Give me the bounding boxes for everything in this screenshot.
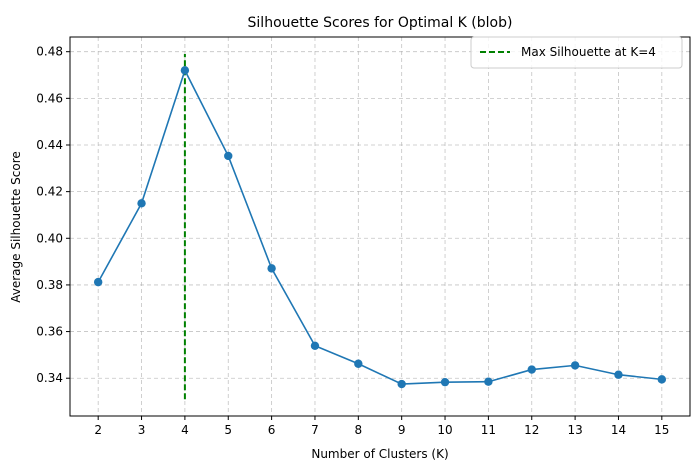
y-tick-label: 0.42 xyxy=(36,185,63,199)
x-tick-label: 8 xyxy=(355,423,363,437)
y-tick-label: 0.48 xyxy=(36,45,63,59)
data-point xyxy=(354,359,363,368)
data-point xyxy=(440,377,450,387)
x-tick-label: 3 xyxy=(138,423,146,437)
legend-box xyxy=(470,36,683,69)
data-point xyxy=(267,264,276,273)
chart-title: Silhouette Scores for Optimal K (blob) xyxy=(248,15,513,31)
y-axis-label: Average Silhouette Score xyxy=(9,151,23,303)
y-axis-ticks: 0.34 0.36 0.38 0.40 0.42 0.44 0.46 0.48 xyxy=(36,45,70,385)
y-tick-label: 0.36 xyxy=(36,325,63,339)
data-point xyxy=(310,341,320,350)
data-point xyxy=(224,151,233,161)
data-point xyxy=(657,375,667,384)
y-tick-label: 0.40 xyxy=(36,231,63,245)
data-point xyxy=(180,66,190,75)
x-tick-label: 13 xyxy=(567,423,582,437)
x-tick-label: 2 xyxy=(94,423,102,437)
data-point xyxy=(614,370,623,379)
data-point xyxy=(527,365,536,374)
x-tick-label: 4 xyxy=(181,423,189,437)
x-axis-label: Number of Clusters (K) xyxy=(311,447,448,461)
x-tick-label: 9 xyxy=(398,423,406,437)
grid xyxy=(70,37,690,416)
data-point xyxy=(93,277,103,287)
y-tick-label: 0.44 xyxy=(36,138,63,152)
x-axis-ticks: 2 3 4 5 6 7 8 9 10 11 12 13 14 15 xyxy=(94,416,669,437)
y-tick-label: 0.34 xyxy=(36,371,63,385)
x-tick-label: 10 xyxy=(437,423,452,437)
data-point xyxy=(137,199,146,208)
x-tick-label: 11 xyxy=(481,423,496,437)
data-point xyxy=(397,379,406,389)
x-tick-label: 15 xyxy=(654,423,669,437)
data-point xyxy=(570,361,580,370)
x-tick-label: 14 xyxy=(611,423,626,437)
series-group xyxy=(93,66,667,389)
x-tick-label: 7 xyxy=(311,423,319,437)
series-line xyxy=(97,68,662,385)
x-tick-label: 12 xyxy=(524,423,539,437)
y-tick-label: 0.46 xyxy=(36,91,63,105)
data-point xyxy=(484,377,493,386)
y-tick-label: 0.38 xyxy=(36,278,63,292)
x-tick-label: 5 xyxy=(224,423,232,437)
x-tick-label: 6 xyxy=(268,423,276,437)
legend: Max Silhouette at K=4 xyxy=(470,36,683,69)
plot-area-frame xyxy=(69,36,691,417)
legend-label: Max Silhouette at K=4 xyxy=(521,45,656,59)
